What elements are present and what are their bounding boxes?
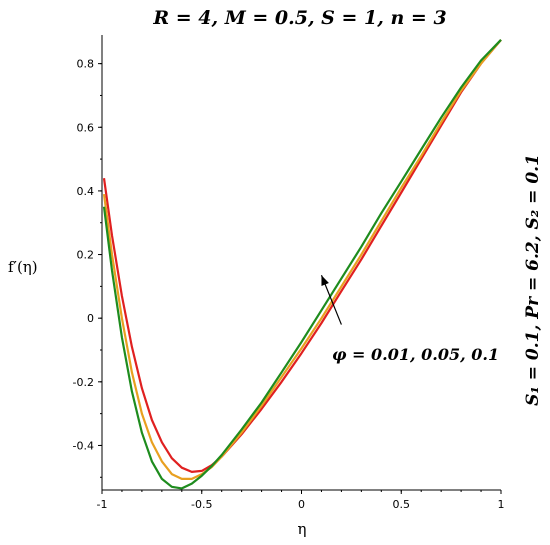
y-axis-label: f′(η)	[8, 258, 38, 276]
y-tick-label: -0.4	[73, 439, 94, 452]
y-tick-label: 0.4	[77, 185, 95, 198]
side-parameter-note: S₁ = 0.1, Pr = 6.2, S₂ = 0.1	[523, 154, 543, 406]
annotation-label: φ = 0.01, 0.05, 0.1	[332, 345, 499, 364]
series-group	[102, 39, 502, 490]
x-axis-label: η	[298, 520, 307, 538]
x-tick-label: 0.5	[393, 498, 411, 511]
series-line-3	[102, 39, 502, 490]
x-tick-label: 1	[498, 498, 505, 511]
plot-axes: -0.4 -0.2 0 0.2 0.4 0.6 0.8 -1 -0.5 0 0.5 1	[73, 35, 505, 511]
series-line-1	[102, 39, 502, 473]
x-tick-label: -1	[97, 498, 108, 511]
y-tick-label: -0.2	[73, 376, 94, 389]
y-tick-label: 0.8	[77, 58, 95, 71]
x-tick-label: -0.5	[191, 498, 212, 511]
annotation-arrowhead	[321, 275, 329, 286]
y-tick-label: 0.2	[77, 249, 95, 262]
series-line-2	[102, 39, 502, 480]
y-tick-label: 0	[87, 312, 94, 325]
annotation: φ = 0.01, 0.05, 0.1	[320, 275, 499, 364]
y-tick-label: 0.6	[77, 121, 95, 134]
x-tick-label: 0	[298, 498, 305, 511]
chart-title: R = 4, M = 0.5, S = 1, n = 3	[152, 7, 446, 29]
